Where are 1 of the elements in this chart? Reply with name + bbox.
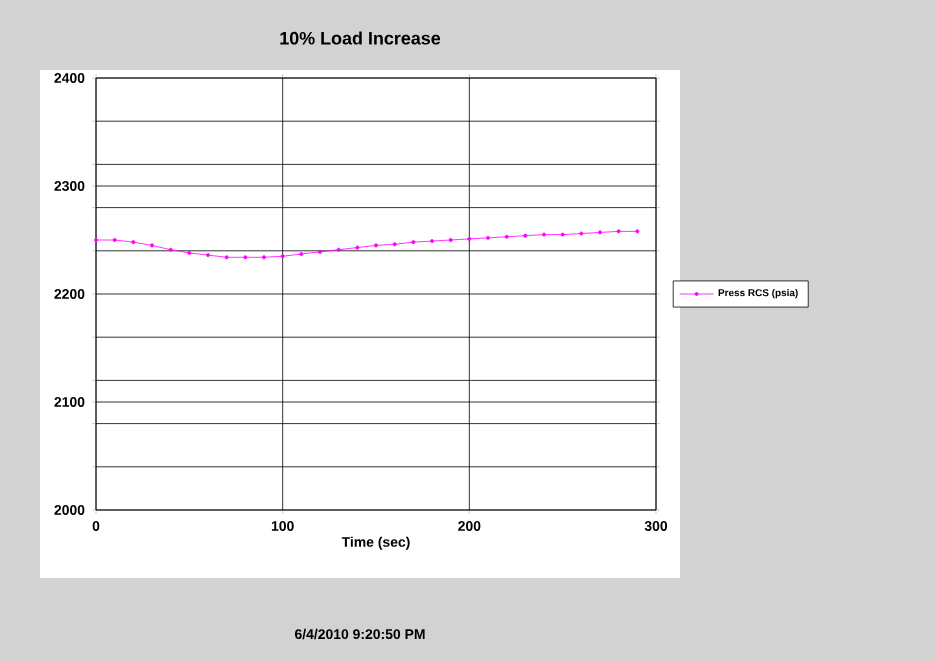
chart-title: 10% Load Increase — [280, 31, 441, 45]
